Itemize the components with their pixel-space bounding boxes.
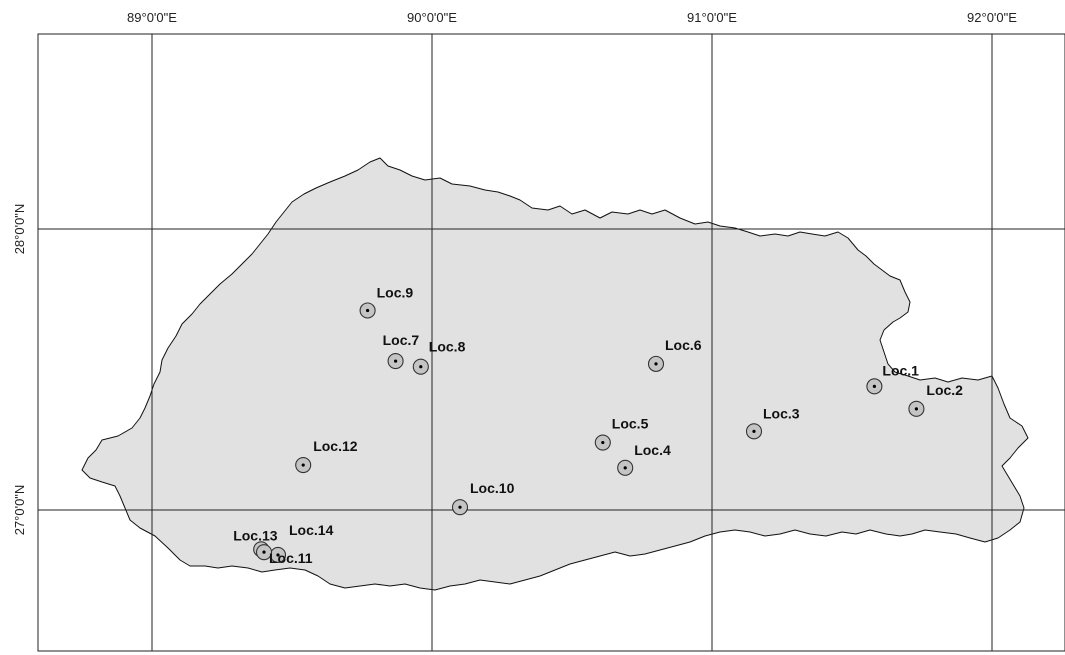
marker-dot-icon xyxy=(458,505,462,509)
location-marker-loc-9[interactable] xyxy=(359,302,376,319)
marker-dot-icon xyxy=(752,429,756,433)
country-polygon xyxy=(81,157,1029,591)
location-marker-loc-5[interactable] xyxy=(594,434,611,451)
location-labels: Loc.1 Loc.2 Loc.3 Loc.4 Loc.5 Loc.6 Loc.7 Loc.8… xyxy=(233,284,963,565)
marker-dot-icon xyxy=(366,308,370,313)
longitude-label: 91°0'0"E xyxy=(687,10,737,25)
marker-dot-icon xyxy=(654,362,658,366)
location-label-loc-11: Loc.11 xyxy=(269,550,313,566)
longitude-label: 89°0'0"E xyxy=(127,10,177,25)
location-marker-loc-8[interactable] xyxy=(412,358,429,375)
location-marker-loc-12[interactable] xyxy=(295,456,312,474)
location-label-loc-13: Loc.13 xyxy=(233,527,278,543)
latitude-label: 27°0'0"N xyxy=(12,485,27,536)
latitude-labels: 28°0'0"N 27°0'0"N xyxy=(12,204,27,536)
location-label-loc-2: Loc.2 xyxy=(926,382,963,398)
marker-dot-icon xyxy=(419,365,423,369)
location-label-loc-9: Loc.9 xyxy=(377,284,414,300)
location-marker-loc-1[interactable] xyxy=(866,378,883,395)
longitude-label: 92°0'0"E xyxy=(967,10,1017,25)
location-marker-loc-10[interactable] xyxy=(451,499,469,516)
location-label-loc-4: Loc.4 xyxy=(634,442,671,458)
location-label-loc-12: Loc.12 xyxy=(313,438,358,454)
location-label-loc-14: Loc.14 xyxy=(289,522,334,538)
location-marker-loc-6[interactable] xyxy=(647,355,665,372)
marker-dot-icon xyxy=(301,463,305,467)
location-marker-loc-14[interactable] xyxy=(255,544,273,561)
marker-dot-icon xyxy=(276,553,280,557)
location-label-loc-3: Loc.3 xyxy=(763,405,800,421)
graticule xyxy=(38,34,1065,651)
marker-dot-icon xyxy=(394,359,398,363)
location-label-loc-1: Loc.1 xyxy=(882,362,919,378)
location-label-loc-5: Loc.5 xyxy=(612,416,649,432)
location-marker-loc-2[interactable] xyxy=(908,400,925,417)
location-marker-loc-3[interactable] xyxy=(745,423,763,440)
location-label-loc-8: Loc.8 xyxy=(429,339,466,355)
marker-dot-icon xyxy=(601,440,605,445)
location-marker-loc-4[interactable] xyxy=(617,459,634,476)
location-label-loc-7: Loc.7 xyxy=(383,332,420,348)
longitude-labels: 89°0'0"E 90°0'0"E 91°0'0"E 92°0'0"E xyxy=(127,10,1017,25)
longitude-label: 90°0'0"E xyxy=(407,10,457,25)
location-label-loc-10: Loc.10 xyxy=(470,480,515,496)
country-outline xyxy=(81,157,1029,591)
marker-dot-icon xyxy=(872,384,877,388)
marker-dot-icon xyxy=(623,466,627,470)
latitude-label: 28°0'0"N xyxy=(12,204,27,255)
location-markers xyxy=(253,302,925,564)
map-frame xyxy=(37,33,1065,652)
marker-dot-icon xyxy=(914,407,919,411)
marker-dot-icon xyxy=(262,550,266,554)
location-marker-loc-7[interactable] xyxy=(387,353,404,370)
location-label-loc-6: Loc.6 xyxy=(665,337,702,353)
